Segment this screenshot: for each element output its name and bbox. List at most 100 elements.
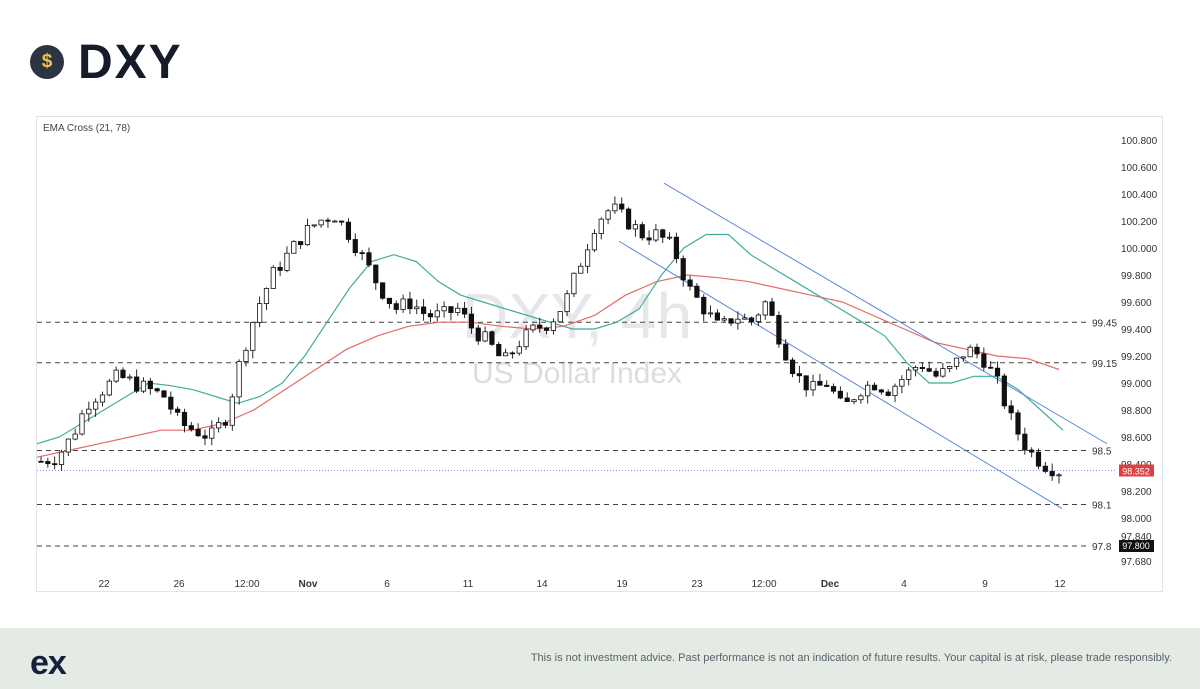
disclaimer-text: This is not investment advice. Past perf… xyxy=(530,652,1172,664)
candle-body xyxy=(571,272,577,295)
candle-body xyxy=(65,438,71,453)
candle-body xyxy=(270,266,276,289)
candle-body xyxy=(461,307,468,315)
candle-body xyxy=(325,219,331,222)
candle-body xyxy=(421,306,427,314)
candle-body xyxy=(578,265,584,274)
candle-body xyxy=(817,380,823,386)
coin-symbol: $ xyxy=(41,51,53,72)
candle-body xyxy=(120,369,126,379)
candle-body xyxy=(407,298,413,310)
candle-body xyxy=(127,376,133,379)
candle-body xyxy=(106,380,112,396)
candle-body xyxy=(284,252,290,271)
candle-body xyxy=(188,425,194,430)
candle-body xyxy=(161,390,167,398)
channel-upper-line xyxy=(663,182,1108,445)
candle-body xyxy=(755,314,761,322)
y-tick-label: 97.680 xyxy=(1121,557,1152,568)
candle-body xyxy=(380,282,386,299)
current-price-label: 98.352 xyxy=(1122,466,1150,476)
x-tick-label: 9 xyxy=(982,579,988,590)
candle-body xyxy=(1001,375,1007,407)
candle-body xyxy=(79,413,85,435)
candle-body xyxy=(851,399,857,403)
candle-body xyxy=(257,303,263,323)
candle-body xyxy=(591,233,598,251)
candle-body xyxy=(960,356,966,359)
y-tick-label: 99.000 xyxy=(1121,379,1152,390)
candle-body xyxy=(1022,433,1028,451)
candle-body xyxy=(783,343,789,361)
candle-body xyxy=(892,385,898,396)
candle-body xyxy=(666,236,673,239)
x-tick-label: 23 xyxy=(691,579,703,590)
candle-body xyxy=(1049,471,1055,477)
ema78-line xyxy=(36,274,1060,458)
candle-body xyxy=(1008,405,1014,414)
candle-body xyxy=(352,239,358,254)
level-label: 98.5 xyxy=(1092,447,1112,458)
candle-body xyxy=(762,301,768,316)
candle-body xyxy=(516,346,522,354)
x-tick-label: 14 xyxy=(536,579,548,590)
candle-body xyxy=(93,401,99,410)
candle-body xyxy=(502,352,509,357)
candle-body xyxy=(714,312,720,321)
candle-body xyxy=(400,298,406,310)
x-tick-label: 26 xyxy=(173,579,185,590)
candle-body xyxy=(612,203,618,212)
x-tick-label: 6 xyxy=(384,579,390,590)
candle-body xyxy=(830,386,837,392)
x-tick-label: 4 xyxy=(901,579,907,590)
y-tick-label: 100.200 xyxy=(1121,217,1158,228)
candle-body xyxy=(373,264,379,284)
candle-body xyxy=(844,397,850,403)
y-tick-label: 99.600 xyxy=(1121,298,1152,309)
candle-body xyxy=(748,317,755,322)
candle-body xyxy=(298,241,304,246)
candle-body xyxy=(707,312,714,315)
x-tick-label: Nov xyxy=(299,579,318,590)
header: $ DXY xyxy=(30,34,183,90)
candle-body xyxy=(906,369,912,380)
y-tick-label: 100.000 xyxy=(1121,244,1158,255)
candle-body xyxy=(728,318,734,324)
candle-body xyxy=(687,279,693,287)
current-price-box xyxy=(1119,464,1154,477)
level-price-box xyxy=(1119,540,1154,552)
candle-body xyxy=(673,236,679,259)
candle-body xyxy=(974,346,980,355)
candle-body xyxy=(147,380,153,390)
candle-body xyxy=(332,220,338,223)
chart-frame: DXY, 4h US Dollar Index EMA Cross (21, 78)… xyxy=(36,116,1163,592)
level-label: 98.1 xyxy=(1092,501,1112,512)
candle-body xyxy=(981,353,987,368)
candle-body xyxy=(414,306,420,310)
candle-body xyxy=(940,368,946,377)
x-tick-label: 12:00 xyxy=(751,579,776,590)
y-tick-label: 100.600 xyxy=(1121,163,1158,174)
ema21-line xyxy=(36,233,1064,445)
candle-body xyxy=(796,373,802,377)
candle-body xyxy=(803,375,809,391)
candle-body xyxy=(769,301,775,316)
candle-body xyxy=(216,422,222,429)
x-tick-label: Dec xyxy=(821,579,840,590)
candle-body xyxy=(967,346,973,358)
candle-body xyxy=(639,224,645,239)
candle-body xyxy=(86,408,92,415)
brand-logo[interactable]: ex xyxy=(30,644,67,682)
candle-body xyxy=(735,318,741,324)
candle-body xyxy=(653,229,659,241)
candle-body xyxy=(434,310,440,318)
candle-body xyxy=(489,331,495,345)
candle-body xyxy=(393,303,399,310)
candle-body xyxy=(366,252,372,266)
candle-body xyxy=(530,324,536,331)
candle-body xyxy=(386,297,393,305)
candle-body xyxy=(181,411,188,427)
candle-body xyxy=(871,384,878,391)
y-tick-label: 98.800 xyxy=(1121,406,1152,417)
dollar-coin-icon: $ xyxy=(30,45,64,79)
